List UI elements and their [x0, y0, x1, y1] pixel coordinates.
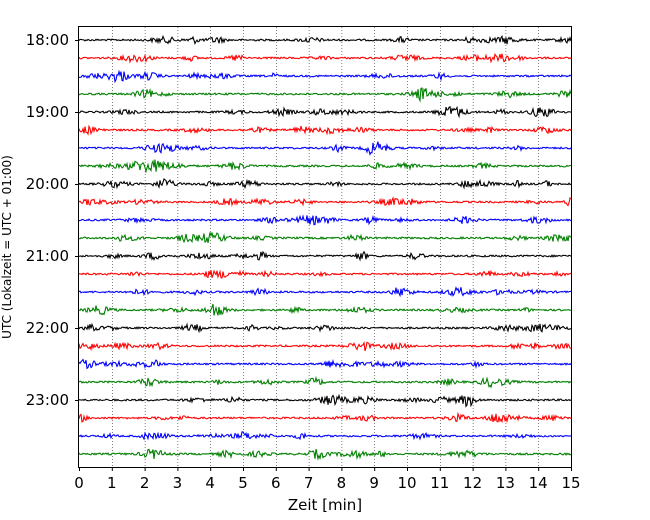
trace-2230	[78, 358, 572, 370]
x-tick-label: 13	[496, 474, 515, 492]
y-tick-label: 19:00	[26, 103, 69, 121]
trace-1900	[78, 105, 572, 119]
y-tick-label: 21:00	[26, 247, 69, 265]
x-axis-label: Zeit [min]	[288, 496, 362, 514]
plot-frame	[78, 26, 572, 468]
trace-2000	[78, 178, 572, 190]
trace-1845	[78, 87, 572, 103]
grid-lines	[112, 27, 539, 467]
y-tick-label: 20:00	[26, 175, 69, 193]
trace-1800	[78, 34, 572, 46]
x-tick-label: 9	[369, 474, 379, 492]
trace-2145	[78, 303, 572, 316]
x-tick-label: 10	[397, 474, 416, 492]
trace-1945	[78, 159, 572, 174]
trace-2245	[78, 375, 572, 389]
x-tick-label: 2	[140, 474, 150, 492]
x-tick-label: 4	[205, 474, 215, 492]
trace-2345	[78, 448, 572, 461]
y-tick-label: 22:00	[26, 319, 69, 337]
trace-1930	[78, 141, 572, 156]
x-tick-label: 5	[238, 474, 248, 492]
y-tick-label: 23:00	[26, 391, 69, 409]
x-tick-label: 3	[173, 474, 183, 492]
trace-2130	[78, 286, 572, 298]
trace-2215	[78, 340, 572, 352]
x-tick-label: 0	[74, 474, 84, 492]
trace-2045	[78, 232, 572, 244]
trace-2300	[78, 393, 572, 408]
trace-2100	[78, 250, 572, 262]
y-axis: 18:00 19:00 20:00 21:00 22:00 23:00	[26, 31, 79, 409]
trace-2015	[78, 196, 572, 207]
y-tick-label: 18:00	[26, 31, 69, 49]
x-tick-label: 14	[529, 474, 548, 492]
x-tick-label: 15	[561, 474, 580, 492]
x-tick-label: 1	[107, 474, 117, 492]
x-tick-label: 7	[304, 474, 314, 492]
x-tick-label: 12	[463, 474, 482, 492]
trace-2315	[78, 411, 572, 424]
trace-1815	[78, 52, 572, 64]
trace-1915	[78, 124, 572, 136]
x-axis: 0 1 2 3 4 5 6 7 8 9 10 11 12 13 14 15	[74, 467, 581, 492]
trace-2330	[78, 431, 572, 441]
x-tick-label: 6	[271, 474, 281, 492]
trace-1830	[78, 69, 572, 84]
y-axis-label: UTC (Lokalzeit = UTC + 01:00)	[0, 155, 14, 339]
x-tick-label: 11	[430, 474, 449, 492]
trace-lines	[78, 34, 572, 461]
x-tick-label: 8	[337, 474, 347, 492]
trace-2115	[78, 269, 572, 279]
trace-2030	[78, 214, 572, 226]
trace-2200	[78, 322, 572, 334]
